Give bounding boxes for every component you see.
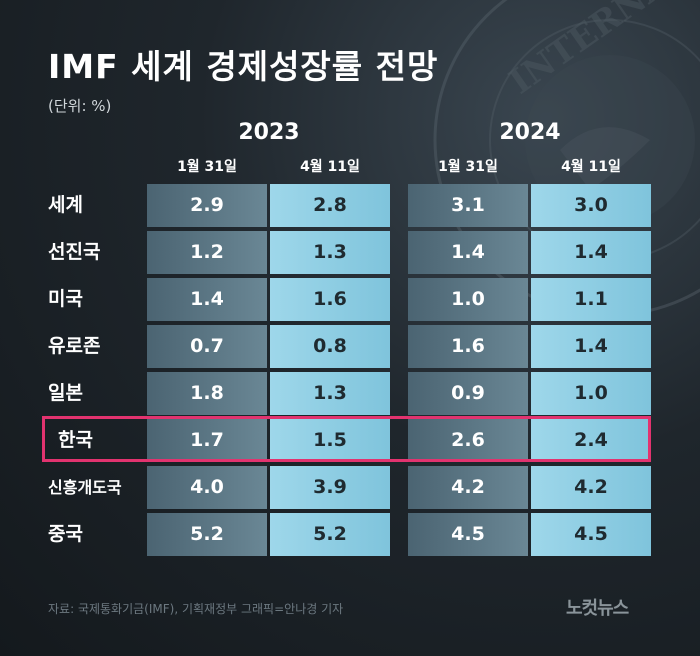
value-cell: 2.9: [147, 184, 267, 227]
value-cell: 0.9: [408, 372, 528, 415]
value-cell: 1.6: [408, 325, 528, 368]
value-cell: 4.5: [408, 513, 528, 556]
value-cell: 1.3: [270, 372, 390, 415]
value-cell: 1.7: [147, 419, 267, 462]
korea-row-highlight: [42, 416, 651, 462]
row-label: 미국: [48, 288, 83, 310]
row-label: 선진국: [48, 241, 101, 263]
row-label: 한국: [58, 429, 93, 451]
value-cell: 2.4: [531, 419, 651, 462]
value-cell: 1.4: [531, 231, 651, 274]
row-label: 신흥개도국: [48, 478, 122, 497]
value-cell: 0.7: [147, 325, 267, 368]
value-cell: 4.2: [408, 466, 528, 509]
value-cell: 1.0: [408, 278, 528, 321]
value-cell: 4.5: [531, 513, 651, 556]
svg-text:INTERNA: INTERNA: [502, 0, 676, 102]
value-cell: 1.3: [270, 231, 390, 274]
value-cell: 2.8: [270, 184, 390, 227]
value-cell: 0.8: [270, 325, 390, 368]
date-header: 4월 11일: [300, 159, 360, 175]
date-header: 1월 31일: [438, 159, 498, 175]
value-cell: 5.2: [147, 513, 267, 556]
year-header-2023: 2023: [238, 120, 300, 145]
value-cell: 1.1: [531, 278, 651, 321]
value-cell: 3.0: [531, 184, 651, 227]
row-label: 세계: [48, 194, 83, 216]
year-header-2024: 2024: [499, 120, 561, 145]
row-label: 일본: [48, 382, 83, 404]
value-cell: 1.8: [147, 372, 267, 415]
value-cell: 2.6: [408, 419, 528, 462]
value-cell: 1.4: [147, 278, 267, 321]
value-cell: 1.5: [270, 419, 390, 462]
value-cell: 1.0: [531, 372, 651, 415]
value-cell: 1.6: [270, 278, 390, 321]
source-caption: 자료: 국제통화기금(IMF), 기획재정부 그래픽=안나경 기자: [48, 602, 344, 616]
nocut-news-logo: 노컷뉴스: [566, 598, 629, 619]
unit-label: (단위: %): [48, 97, 112, 115]
value-cell: 3.9: [270, 466, 390, 509]
value-cell: 5.2: [270, 513, 390, 556]
row-label: 중국: [48, 523, 83, 545]
value-cell: 4.2: [531, 466, 651, 509]
page-title: IMF 세계 경제성장률 전망: [48, 47, 439, 86]
row-label: 유로존: [48, 335, 101, 357]
value-cell: 1.2: [147, 231, 267, 274]
value-cell: 4.0: [147, 466, 267, 509]
value-cell: 1.4: [408, 231, 528, 274]
value-cell: 3.1: [408, 184, 528, 227]
date-header: 1월 31일: [177, 159, 237, 175]
date-header: 4월 11일: [561, 159, 621, 175]
value-cell: 1.4: [531, 325, 651, 368]
